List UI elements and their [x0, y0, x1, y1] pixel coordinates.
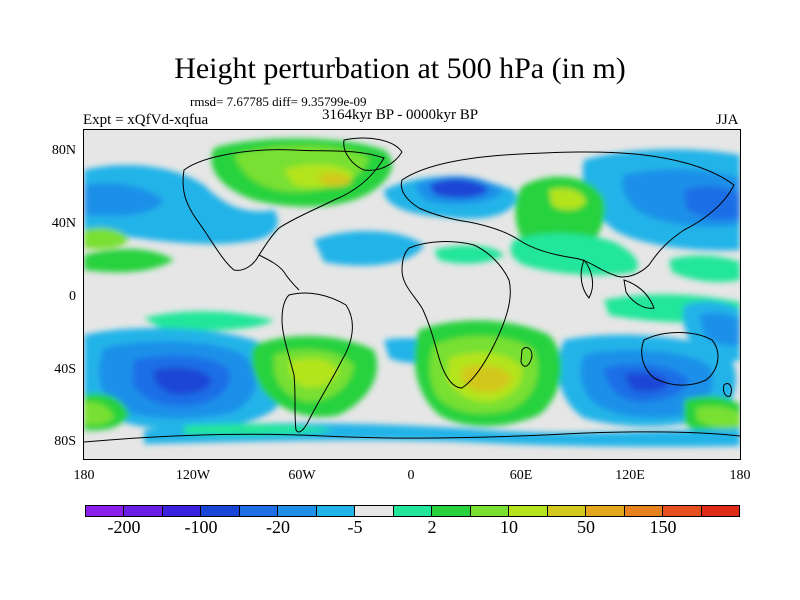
map-panel [83, 129, 741, 460]
lat-label-0: 0 [69, 289, 76, 304]
lon-label-60w: 60W [288, 468, 316, 483]
period-label: 3164kyr BP - 0000kyr BP [322, 107, 479, 123]
colorbar-swatch [470, 506, 510, 516]
colorbar-swatch [393, 506, 433, 516]
colorbar-swatch [124, 506, 163, 516]
lon-label-180w: 180 [73, 468, 95, 483]
lat-label-80s: 80S [54, 434, 76, 449]
lon-label-180e: 180 [729, 468, 751, 483]
colorbar-swatch [316, 506, 356, 516]
lon-label-60e: 60E [509, 468, 533, 483]
lon-label-120w: 120W [175, 468, 211, 483]
colorbar-swatch [239, 506, 279, 516]
colorbar-label: -100 [184, 517, 218, 537]
colorbar-label: 10 [500, 517, 518, 537]
colorbar-swatch [86, 506, 125, 516]
colorbar-label: 50 [577, 517, 595, 537]
colorbar-swatch [586, 506, 625, 516]
stats-line: rmsd= 7.67785 diff= 9.35799e-09 [190, 94, 367, 109]
colorbar-swatch [278, 506, 317, 516]
colorbar-swatch [162, 506, 202, 516]
colorbar-swatch [663, 506, 702, 516]
lat-label-40s: 40S [54, 362, 76, 377]
colorbar-label: -5 [347, 517, 363, 537]
lon-label-0: 0 [407, 468, 415, 483]
season-label: JJA [716, 112, 739, 128]
lon-label-120e: 120E [615, 468, 645, 483]
coastlines [84, 137, 740, 443]
colorbar-swatch [355, 506, 394, 516]
colorbar-label: -200 [107, 517, 141, 537]
colorbar-label: -20 [266, 517, 290, 537]
lat-label-80n: 80N [51, 143, 76, 158]
colorbar-swatch [547, 506, 587, 516]
colorbar-swatch [432, 506, 471, 516]
map-title: Height perturbation at 500 hPa (in m) [174, 52, 626, 85]
colorbar-swatch [201, 506, 240, 516]
lat-label-40n: 40N [51, 216, 76, 231]
colorbar-label: 2 [427, 517, 437, 537]
contour-field [84, 137, 740, 447]
colorbar-swatch [624, 506, 664, 516]
colorbar-label: 150 [649, 517, 677, 537]
colorbar-swatch [509, 506, 548, 516]
colorbar-swatch [701, 506, 739, 516]
experiment-label: Expt = xQfVd-xqfua [83, 112, 209, 128]
colorbar [85, 505, 740, 517]
